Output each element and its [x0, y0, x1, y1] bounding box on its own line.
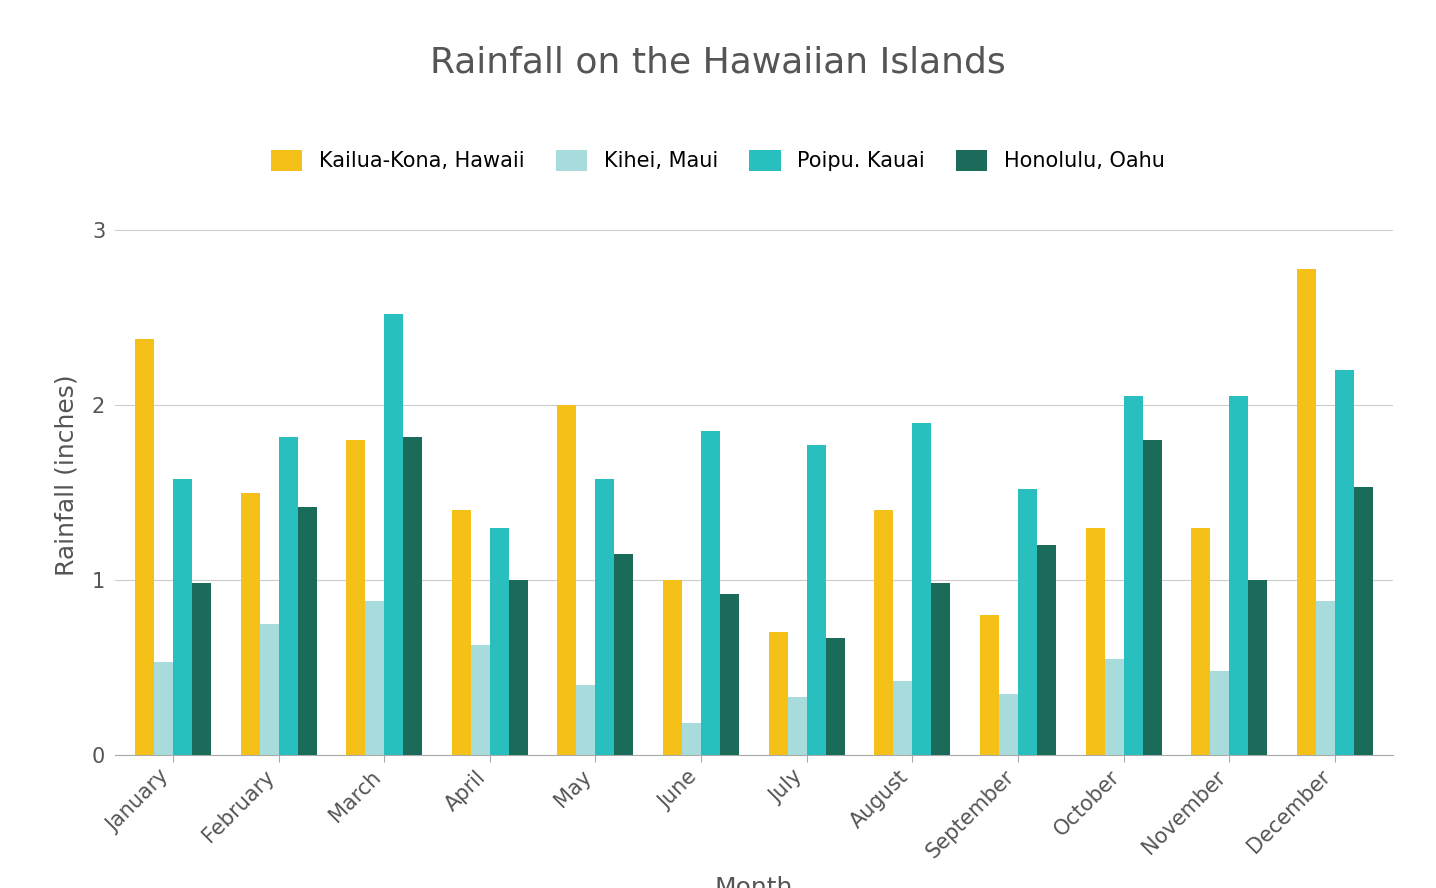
Bar	[508, 580, 528, 755]
Bar	[404, 437, 422, 755]
Bar	[893, 681, 912, 755]
Bar	[701, 432, 719, 755]
Bar	[172, 479, 192, 755]
Bar	[279, 437, 297, 755]
Bar	[1354, 488, 1373, 755]
Bar	[615, 554, 633, 755]
Bar	[1143, 440, 1162, 755]
Bar	[682, 724, 701, 755]
Bar	[663, 580, 682, 755]
Bar	[826, 638, 844, 755]
Bar	[297, 506, 316, 755]
Bar	[490, 527, 508, 755]
Bar	[1037, 545, 1055, 755]
Bar	[1248, 580, 1267, 755]
Bar	[241, 493, 260, 755]
Bar	[1104, 659, 1123, 755]
Bar	[1086, 527, 1104, 755]
Bar	[346, 440, 365, 755]
Bar	[719, 594, 740, 755]
Bar	[596, 479, 615, 755]
Bar	[365, 601, 385, 755]
Bar	[875, 510, 893, 755]
Bar	[135, 338, 154, 755]
Bar	[385, 314, 404, 755]
Bar	[807, 446, 826, 755]
Legend: Kailua-Kona, Hawaii, Kihei, Maui, Poipu. Kauai, Honolulu, Oahu: Kailua-Kona, Hawaii, Kihei, Maui, Poipu.…	[260, 139, 1176, 182]
Bar	[192, 583, 211, 755]
Bar	[1335, 370, 1354, 755]
Bar	[788, 697, 807, 755]
Bar	[452, 510, 471, 755]
Bar	[1018, 489, 1037, 755]
Bar	[1192, 527, 1211, 755]
Bar	[1123, 396, 1143, 755]
Bar	[557, 405, 576, 755]
Bar	[471, 645, 490, 755]
Bar	[912, 423, 932, 755]
Bar	[999, 694, 1018, 755]
Bar	[154, 662, 172, 755]
Text: Rainfall on the Hawaiian Islands: Rainfall on the Hawaiian Islands	[431, 45, 1005, 79]
Bar	[768, 632, 788, 755]
Bar	[576, 685, 596, 755]
Bar	[260, 623, 279, 755]
Bar	[1297, 269, 1315, 755]
Bar	[932, 583, 951, 755]
Y-axis label: Rainfall (inches): Rainfall (inches)	[55, 374, 78, 576]
Bar	[979, 614, 999, 755]
Bar	[1229, 396, 1248, 755]
Bar	[1315, 601, 1335, 755]
Bar	[1211, 671, 1229, 755]
X-axis label: Month: Month	[715, 876, 793, 888]
